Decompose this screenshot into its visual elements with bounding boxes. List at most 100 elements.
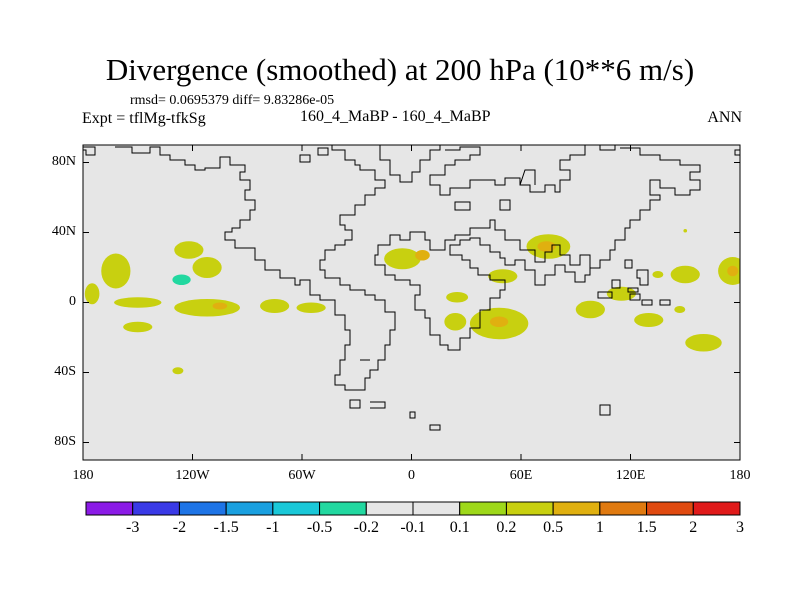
anomaly-region-46 <box>674 306 686 313</box>
anomaly-region-20 <box>385 300 401 312</box>
lat-tick-label: 80S <box>54 433 76 449</box>
colorbar-swatch <box>319 501 367 516</box>
anomaly-region-30 <box>446 292 469 303</box>
anomaly-region-37 <box>575 300 605 319</box>
colorbar-label: -1.5 <box>213 519 239 536</box>
anomaly-region-4 <box>174 241 204 259</box>
colorbar-label: 0.2 <box>496 519 517 536</box>
anomaly-region-24 <box>384 248 421 270</box>
colorbar-label: -2 <box>172 519 187 536</box>
greenland-outline <box>379 145 441 183</box>
anomaly-region-5 <box>192 257 222 278</box>
case-label: 160_4_MaBP - 160_4_MaBP <box>300 108 491 125</box>
colorbar-swatch <box>459 501 507 516</box>
anomaly-region-40 <box>727 265 739 277</box>
lat-tickmarks <box>83 162 740 443</box>
colorbar-swatch <box>646 501 694 516</box>
anomaly-region-26 <box>477 243 521 264</box>
colorbar-swatch <box>692 501 741 516</box>
colorbar-swatch <box>599 501 648 516</box>
anomaly-region-16 <box>83 316 102 331</box>
anomaly-region-17 <box>225 321 251 333</box>
eurasia-africa-outline <box>374 145 701 351</box>
anomaly-region-49 <box>683 229 688 233</box>
lat-tick-label: 40N <box>51 223 76 239</box>
colorbar-label: -0.5 <box>306 519 333 536</box>
lon-tick-label: 120W <box>175 468 210 483</box>
colorbar-swatch <box>85 501 134 516</box>
anomaly-region-45 <box>685 334 722 352</box>
colorbar-label: -0.1 <box>400 519 426 536</box>
colorbar-label: 1 <box>595 519 604 536</box>
anomaly-region-47 <box>458 339 485 354</box>
lon-tick-label: 180 <box>72 468 94 483</box>
colorbar-swatch <box>365 501 414 516</box>
anomaly-region-34 <box>533 295 560 310</box>
anomaly-region-3 <box>172 274 191 285</box>
lon-tick-label: 60W <box>288 468 316 483</box>
anomaly-region-10 <box>114 297 162 308</box>
chart-title: Divergence (smoothed) at 200 hPa (10**6 … <box>105 52 695 87</box>
colorbar-label: 1.5 <box>636 519 657 536</box>
anomaly-region-15 <box>123 321 153 333</box>
colorbar-swatch <box>272 501 321 516</box>
colorbar-label: 3 <box>736 519 744 536</box>
islands-australia-outline <box>409 149 740 431</box>
lat-tick-label: 0 <box>69 293 76 309</box>
lon-tick-label: 60E <box>509 468 533 483</box>
anomaly-region-48 <box>489 344 509 355</box>
anomaly-region-35 <box>606 286 636 301</box>
map-frame <box>82 144 741 461</box>
colorbar <box>85 501 741 516</box>
lon-tick-label: 0 <box>408 468 415 483</box>
anomaly-region-11 <box>174 299 240 317</box>
anomaly-region-8 <box>311 255 348 273</box>
anomaly-region-32 <box>489 316 509 327</box>
anomaly-fills <box>83 229 740 375</box>
colorbar-swatch <box>505 501 554 516</box>
anomaly-region-7 <box>261 272 288 291</box>
colorbar-swatch <box>412 501 461 516</box>
anomaly-region-23 <box>172 367 184 375</box>
continent-outlines <box>83 145 740 431</box>
lon-tick-label: 120E <box>615 468 646 483</box>
anomaly-region-38 <box>670 265 700 284</box>
anomaly-region-6 <box>218 241 248 259</box>
colorbar-label: -1 <box>266 519 280 536</box>
colorbar-label: -0.2 <box>353 519 379 536</box>
anomaly-region-21 <box>101 342 120 354</box>
colorbar-swatch <box>132 501 180 516</box>
anomaly-region-12 <box>212 302 228 310</box>
anomaly-region-9 <box>334 236 354 247</box>
anomaly-region-33 <box>444 313 467 331</box>
anomaly-region-41 <box>652 271 664 278</box>
anomaly-region-19 <box>343 302 363 317</box>
anomaly-region-44 <box>718 313 733 327</box>
colorbar-swatch <box>225 501 274 516</box>
colorbar-label: -3 <box>126 519 140 536</box>
anomaly-region-43 <box>696 297 719 308</box>
anomaly-region-25 <box>415 250 430 261</box>
experiment-label: Expt = tflMg-tfkSg <box>82 110 206 127</box>
anomaly-region-14 <box>296 302 326 313</box>
anomaly-region-29 <box>537 241 556 252</box>
lat-tick-label: 40S <box>54 363 76 379</box>
anomaly-region-36 <box>634 313 664 327</box>
colorbar-swatch <box>552 501 601 516</box>
anomaly-region-0 <box>101 253 131 289</box>
season-label: ANN <box>707 109 742 126</box>
anomaly-region-13 <box>260 299 290 313</box>
anomaly-region-27 <box>488 269 518 284</box>
lat-tick-label: 80N <box>51 153 76 169</box>
lon-tick-label: 180 <box>729 468 751 483</box>
stats-text: rmsd= 0.0695379 diff= 9.83286e-05 <box>130 93 335 108</box>
colorbar-swatch <box>178 501 227 516</box>
anomaly-region-1 <box>84 283 100 305</box>
anomaly-region-22 <box>320 328 350 347</box>
colorbar-label: 0.5 <box>543 519 564 536</box>
anomaly-region-42 <box>708 236 724 247</box>
colorbar-label: 2 <box>689 519 698 536</box>
americas-outline <box>83 145 396 409</box>
colorbar-label: 0.1 <box>449 519 470 536</box>
